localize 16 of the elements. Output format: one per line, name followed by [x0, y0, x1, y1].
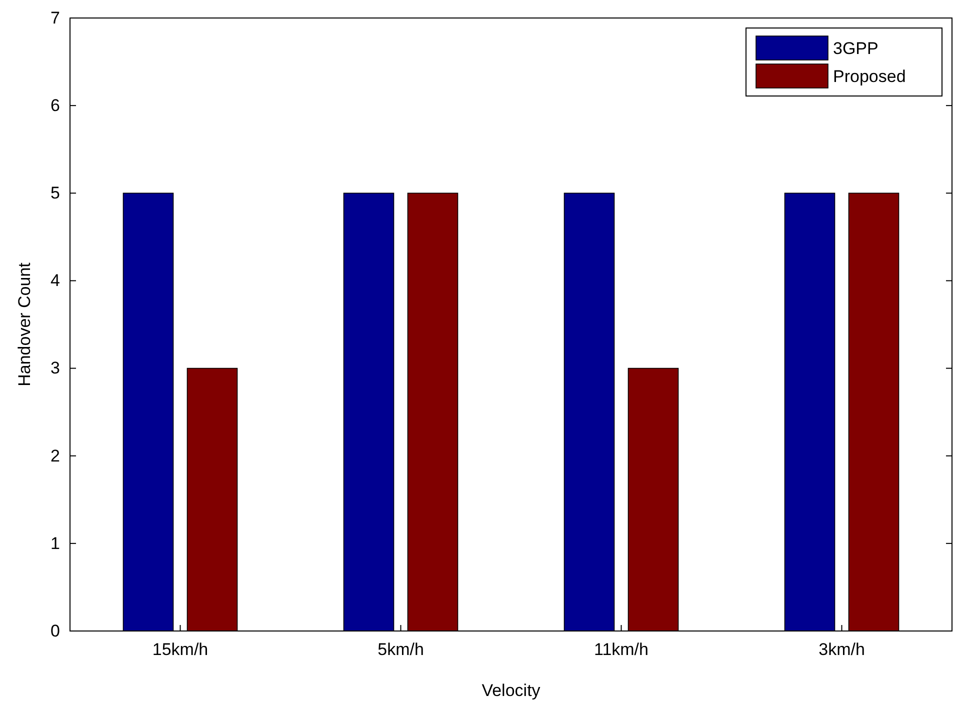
legend-label: 3GPP [833, 39, 878, 58]
y-tick-label: 7 [50, 8, 60, 28]
x-tick-label: 15km/h [152, 640, 208, 660]
y-tick-label: 0 [50, 621, 60, 640]
y-tick-label: 2 [50, 446, 60, 466]
y-tick-label: 4 [50, 271, 60, 290]
x-tick-label: 5km/h [378, 640, 424, 660]
x-axis-title: Velocity [482, 681, 541, 700]
y-tick-label: 6 [50, 96, 60, 116]
y-axis-title: Handover Count [15, 262, 34, 386]
y-tick-label: 5 [50, 184, 60, 203]
x-tick-label: 11km/h [594, 640, 648, 660]
x-tick-label: 3km/h [818, 640, 865, 660]
legend-label: Proposed [833, 67, 906, 86]
y-tick-label: 3 [50, 358, 60, 378]
y-tick-label: 1 [50, 534, 60, 553]
